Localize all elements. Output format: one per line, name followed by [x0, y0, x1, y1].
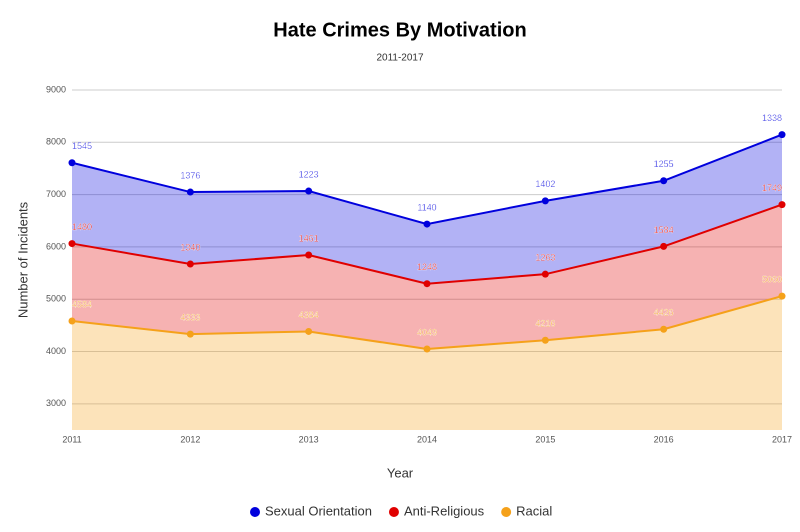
point	[186, 188, 194, 196]
x-tick-label: 2016	[654, 434, 674, 444]
data-label: 4216	[535, 319, 555, 329]
chart-subtitle: 2011-2017	[376, 53, 424, 64]
data-label: 1376	[180, 170, 200, 180]
point	[186, 330, 194, 338]
data-label: 1340	[180, 242, 200, 252]
point	[778, 131, 786, 139]
y-axis-label: Number of Incidents	[15, 201, 30, 318]
area	[72, 134, 782, 284]
data-label: 1338	[762, 113, 782, 123]
chart-title: Hate Crimes By Motivation	[273, 19, 526, 41]
data-label: 1140	[417, 202, 436, 212]
legend-label: Racial	[516, 503, 552, 518]
x-tick-label: 2011	[62, 434, 81, 444]
x-tick-label: 2015	[535, 434, 555, 444]
point	[423, 280, 431, 288]
data-label: 1480	[72, 222, 92, 232]
point	[778, 292, 786, 300]
data-label: 4333	[180, 312, 200, 322]
legend-label: Sexual Orientation	[265, 503, 372, 518]
data-label: 5060	[762, 274, 782, 284]
point	[423, 345, 431, 353]
y-tick-label: 8000	[46, 137, 66, 147]
x-tick-label: 2013	[299, 434, 319, 444]
point	[660, 242, 668, 250]
point	[423, 220, 431, 228]
y-tick-label: 4000	[46, 346, 66, 356]
x-tick-label: 2017	[772, 434, 792, 444]
data-label: 1263	[535, 253, 555, 263]
y-tick-label: 3000	[46, 398, 66, 408]
point	[305, 251, 313, 259]
data-label: 1545	[72, 141, 92, 151]
point	[541, 270, 549, 278]
x-axis-label: Year	[387, 465, 414, 480]
data-label: 1584	[654, 225, 674, 235]
data-label: 1248	[417, 262, 437, 272]
y-tick-label: 6000	[46, 241, 66, 251]
point	[778, 201, 786, 209]
data-label: 1223	[299, 169, 319, 179]
y-tick-label: 7000	[46, 189, 66, 199]
point	[305, 187, 313, 195]
areas	[72, 134, 782, 430]
legend-label: Anti-Religious	[404, 503, 485, 518]
area	[72, 204, 782, 349]
data-label: 1255	[654, 159, 674, 169]
data-label: 1402	[535, 179, 555, 189]
point	[305, 327, 313, 335]
y-tick-label: 9000	[46, 84, 66, 94]
data-label: 4049	[417, 327, 437, 337]
marks: 4584 4333 4384 4049 4216 4426 5060 1480 1340 1461…	[68, 113, 786, 353]
legend-marker	[388, 507, 399, 517]
point	[660, 325, 668, 333]
x-tick-label: 2014	[417, 434, 437, 444]
point	[541, 336, 549, 344]
legend-marker	[250, 507, 260, 517]
data-label: 4384	[299, 310, 319, 320]
legend-marker	[501, 507, 512, 517]
data-label: 4426	[654, 308, 674, 318]
point	[660, 177, 668, 185]
data-label: 1461	[299, 233, 319, 243]
point	[68, 240, 76, 248]
point	[68, 159, 76, 167]
area	[72, 296, 782, 430]
point	[541, 197, 549, 205]
data-label: 4584	[72, 299, 92, 309]
x-tick-label: 2012	[180, 434, 200, 444]
data-label: 1749	[762, 183, 782, 193]
point	[68, 317, 76, 325]
y-tick-label: 5000	[46, 294, 66, 304]
point	[186, 260, 194, 268]
